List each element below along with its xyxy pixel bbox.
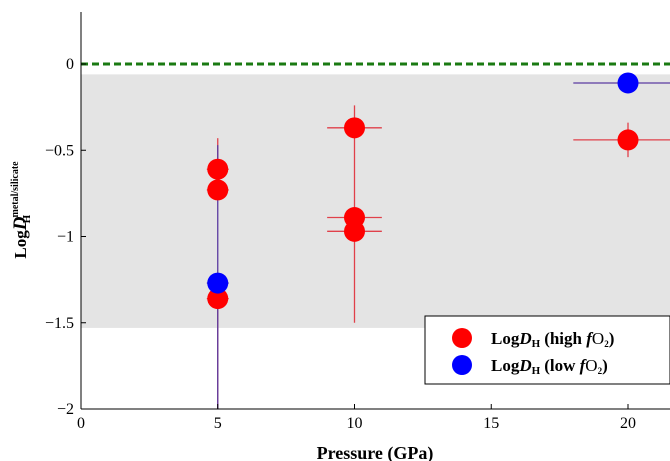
x-tick-label: 0	[77, 415, 85, 432]
y-axis-label-var: D	[10, 216, 31, 231]
svg-text:LogDmetal/silicateH: LogDmetal/silicateH	[10, 161, 33, 259]
x-tick-label: 10	[347, 415, 363, 432]
data-point-high-fo2	[207, 179, 229, 201]
y-tick-label: −1.5	[45, 315, 74, 332]
shaded-band	[81, 74, 670, 328]
data-point-high-fo2	[344, 220, 365, 242]
x-axis-label: Pressure (GPa)	[317, 443, 434, 461]
x-tick-label: 5	[214, 415, 222, 432]
x-tick-label: 20	[620, 415, 636, 432]
legend-marker-low-fo2	[452, 355, 472, 375]
legend-marker-high-fo2	[452, 328, 472, 348]
data-point-low-fo2	[207, 272, 229, 294]
x-tick-label: 15	[483, 415, 499, 432]
legend: LogDH (high fO2) LogDH (low fO2)	[424, 315, 670, 385]
legend-label-low-fo2: LogDH (low fO2)	[491, 356, 608, 377]
y-tick-labels: 0 −0.5 −1 −1.5 −2	[45, 56, 74, 418]
data-point-high-fo2	[207, 158, 229, 180]
y-axis-label-sup: metal/silicate	[10, 161, 21, 218]
axes	[80, 12, 670, 410]
y-axis-label: LogDmetal/silicateH	[10, 161, 33, 259]
legend-label-high-fo2: LogDH (high fO2)	[491, 329, 614, 350]
data-points	[207, 72, 639, 310]
y-axis-label-sub: H	[21, 214, 33, 223]
data-point-high-fo2	[207, 288, 229, 310]
y-tick-label: 0	[66, 56, 74, 73]
y-tick-label: −2	[57, 401, 74, 418]
data-point-high-fo2	[617, 129, 639, 151]
y-tick-label: −1	[57, 229, 74, 246]
data-point-high-fo2	[344, 117, 365, 139]
y-tick-label: −0.5	[45, 142, 74, 159]
x-tick-labels: 0 5 10 15 20	[77, 415, 636, 432]
y-axis-label-log: Log	[11, 230, 30, 259]
data-point-low-fo2	[617, 72, 639, 94]
